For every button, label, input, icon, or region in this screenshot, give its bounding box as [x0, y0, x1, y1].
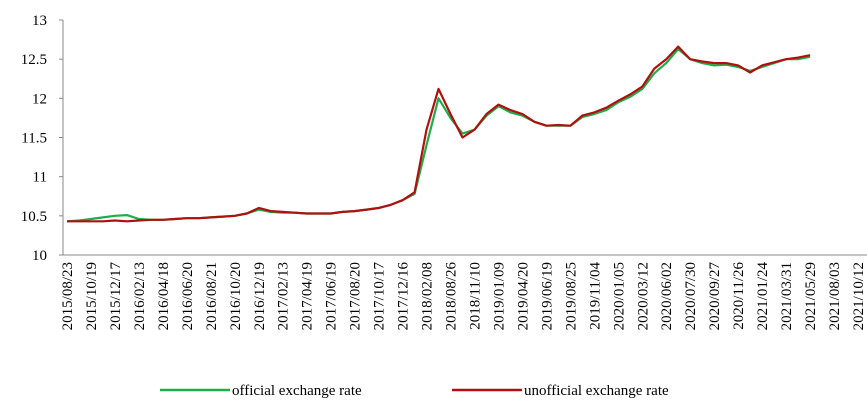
x-tick-label: 2021/08/03	[827, 262, 843, 330]
x-tick-label: 2017/08/20	[348, 262, 364, 330]
y-tick-label: 12	[32, 91, 47, 107]
x-tick-label: 2019/06/19	[539, 262, 555, 330]
legend-label: official exchange rate	[232, 383, 362, 399]
y-tick-label: 10	[32, 248, 47, 264]
x-tick-label: 2019/11/04	[587, 262, 603, 330]
x-tick-label: 2018/02/08	[420, 262, 436, 330]
x-tick-label: 2021/05/29	[803, 262, 819, 330]
y-tick-label: 13	[32, 13, 47, 29]
x-tick-label: 2018/08/26	[444, 262, 460, 331]
y-tick-label: 11	[33, 170, 47, 186]
x-tick-label: 2020/09/27	[707, 262, 723, 331]
x-tick-label: 2019/04/20	[515, 262, 531, 330]
x-tick-label: 2020/06/02	[659, 262, 675, 330]
x-tick-label: 2020/03/12	[635, 262, 651, 330]
x-tick-label: 2015/08/23	[60, 262, 76, 330]
x-tick-label: 2017/02/13	[276, 262, 292, 330]
x-tick-label: 2018/11/10	[467, 262, 483, 330]
x-tick-label: 2016/12/19	[252, 262, 268, 330]
legend-label: unofficial exchange rate	[524, 383, 669, 399]
x-tick-label: 2016/08/21	[204, 262, 220, 330]
x-tick-label: 2016/10/20	[228, 262, 244, 330]
line-series	[67, 45, 811, 223]
x-tick-label: 2017/04/19	[300, 262, 316, 330]
x-tick-label: 2017/06/19	[324, 262, 340, 330]
x-tick-label: 2015/10/19	[84, 262, 100, 330]
x-tick-label: 2020/11/26	[731, 262, 747, 330]
x-tick-label: 2019/08/25	[563, 262, 579, 330]
x-tick-label: 2021/03/31	[779, 262, 795, 330]
x-tick-label: 2016/06/20	[180, 262, 196, 330]
x-tick-label: 2016/04/18	[156, 262, 172, 330]
y-tick-label: 11.5	[21, 131, 47, 147]
x-tick-label: 2019/01/09	[491, 262, 507, 330]
y-tick-label: 12.5	[21, 52, 47, 68]
x-tick-label: 2015/12/17	[108, 262, 124, 331]
x-tick-label: 2021/10/12	[851, 262, 867, 330]
x-tick-label: 2016/02/13	[132, 262, 148, 330]
y-tick-label: 10.5	[21, 209, 47, 225]
x-tick-label: 2020/07/30	[683, 262, 699, 330]
line-series	[66, 47, 811, 223]
x-tick-label: 2021/01/24	[755, 262, 771, 331]
x-tick-label: 2020/01/05	[611, 262, 627, 330]
x-tick-label: 2017/12/16	[396, 262, 412, 331]
x-tick-label: 2017/10/17	[372, 262, 388, 331]
